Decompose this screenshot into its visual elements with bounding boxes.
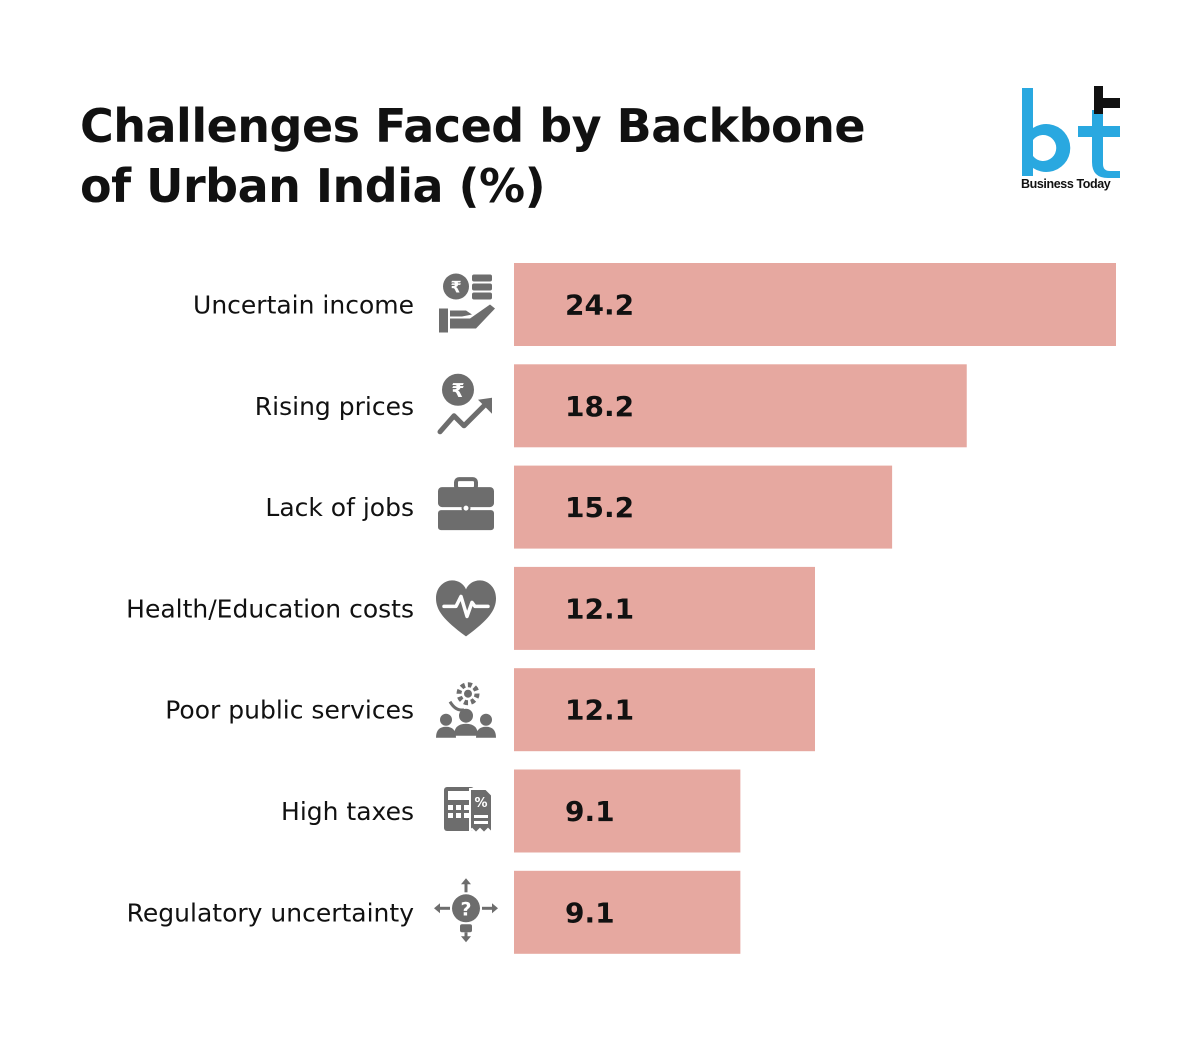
value-label-5: 9.1 [565,795,615,828]
chart-title-line1: Challenges Faced by Backbone [80,99,866,153]
value-label-4: 12.1 [565,694,634,727]
category-label-1: Rising prices [255,392,414,421]
briefcase-icon [436,477,496,533]
value-label-2: 15.2 [565,491,634,524]
bar-4 [514,668,815,752]
category-label-5: High taxes [281,797,414,826]
tax-calculator-icon [443,786,493,834]
bar-2 [514,465,893,549]
value-label-0: 24.2 [565,289,634,322]
bar-6 [514,870,741,954]
category-label-4: Poor public services [165,696,414,725]
bar-0 [514,263,1116,346]
question-bulb-icon [432,876,500,944]
value-label-3: 12.1 [565,592,634,625]
bar-3 [514,566,815,650]
category-label-0: Uncertain income [193,291,414,320]
price-rise-icon [440,374,492,432]
bar-1 [514,364,967,448]
heartbeat-icon [434,578,498,639]
chart-title: Challenges Faced by Backbone of Urban In… [80,96,940,216]
value-label-1: 18.2 [565,390,634,423]
category-label-3: Health/Education costs [126,594,414,623]
public-service-icon [436,685,496,738]
category-label-2: Lack of jobs [265,493,414,522]
money-hand-icon [439,273,495,333]
category-label-6: Regulatory uncertainty [127,898,415,927]
logo-text: Business Today [1021,177,1111,191]
bar-5 [514,769,741,853]
value-label-6: 9.1 [565,896,615,929]
business-today-logo [1022,86,1120,178]
chart-title-line2: of Urban India (%) [80,159,546,213]
